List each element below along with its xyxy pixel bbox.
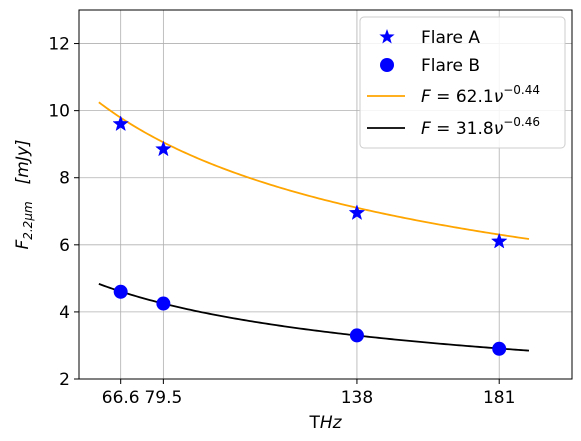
fit-curve-1 [98,101,530,240]
legend-label-symbol: F [421,87,431,107]
flare-b-point [113,284,128,299]
y-axis-label-unit: [mJy] [13,139,33,201]
legend-label: F = 31.8ν−0.46 [421,115,540,139]
flare-a-point [112,115,129,132]
y-tick-label: 6 [59,236,70,256]
y-axis-label-text: F2.2μm [mJy] [13,139,35,249]
y-tick-label: 8 [59,169,70,189]
legend-label-symbol: F [421,119,431,139]
flare-a-point [490,232,508,249]
y-tick-label: 10 [48,102,70,122]
legend-label: Flare B [421,56,480,76]
y-tick-label: 12 [48,35,70,55]
x-axis-label: THz [308,413,342,433]
flare-b-point [349,328,364,343]
legend-label-nu: ν [494,119,504,139]
flare-b-point [492,341,507,356]
y-axis-label: F2.2μm [mJy] [13,139,35,249]
legend-circle-marker [380,58,394,72]
legend-label: F = 62.1ν−0.44 [421,83,540,107]
fit-curve-2 [98,283,530,352]
ticks: 2 4 6 8 10 12 66.6 79.5 138 181 [48,35,515,408]
grid [79,10,572,380]
x-axis-label-prefix: T [308,413,320,433]
flare-a-point [348,204,366,221]
legend-box [359,16,566,149]
x-axis-label-unit: Hz [320,413,343,433]
x-tick-label: 79.5 [144,388,182,408]
x-tick-label: 66.6 [102,388,140,408]
x-tick-label: 181 [483,388,515,408]
legend-label-exponent: −0.46 [503,115,540,129]
data-points [112,115,508,356]
x-tick-label: 138 [341,388,373,408]
legend-star-marker [379,29,395,44]
legend-label: Flare A [421,28,480,48]
x-axis-label-text: THz [308,413,342,433]
legend-label-nu: ν [494,87,504,107]
y-tick-label: 2 [59,370,70,390]
plot-frame [78,9,573,380]
y-axis-label-subscript: 2.2μm [21,201,35,239]
flare-b-point [156,296,171,311]
y-axis-label-symbol: F [13,240,33,250]
flare-a-point [155,140,172,157]
fit-curves [98,101,530,352]
legend-label-equals: = 31.8 [431,119,494,139]
legend-label-exponent: −0.44 [503,83,540,97]
legend-label-equals: = 62.1 [431,87,494,107]
y-tick-label: 4 [59,303,70,323]
